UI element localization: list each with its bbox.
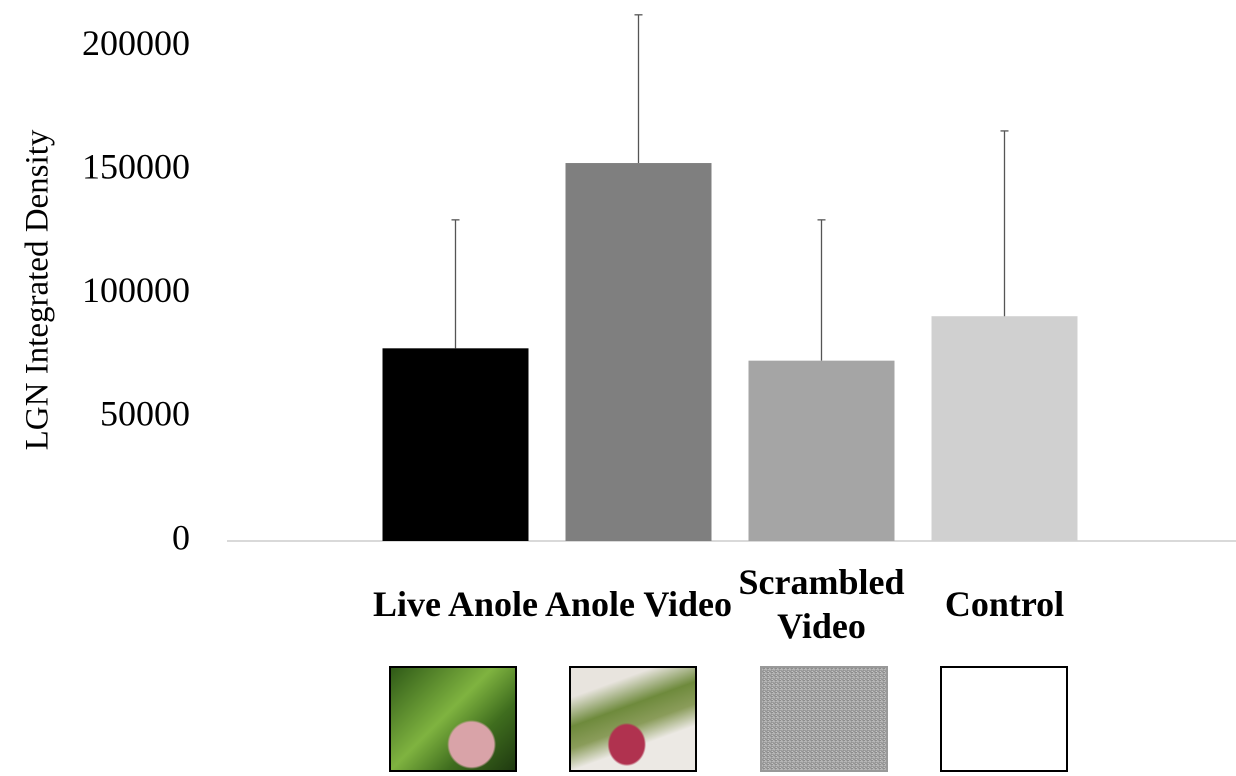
y-axis-label: LGN Integrated Density bbox=[20, 129, 56, 450]
y-tick-label: 50000 bbox=[100, 394, 190, 434]
x-tick-label: Live Anole bbox=[351, 556, 561, 652]
x-tick-label: Scrambled Video bbox=[717, 556, 927, 652]
page: {"chart_data": {"type": "bar", "y_label"… bbox=[0, 0, 1236, 776]
y-tick-label: 200000 bbox=[82, 23, 190, 63]
x-tick-label: Anole Video bbox=[534, 556, 744, 652]
bar bbox=[383, 348, 529, 541]
error-bar bbox=[635, 15, 643, 163]
bar bbox=[932, 316, 1078, 541]
chart: LGN Integrated Density 0 50000 100000 15000… bbox=[0, 0, 1236, 776]
thumbnail-scrambled-video bbox=[760, 666, 888, 772]
y-tick-label: 100000 bbox=[82, 270, 190, 310]
error-bar bbox=[818, 220, 826, 361]
y-tick-label: 0 bbox=[172, 517, 190, 557]
error-bar bbox=[452, 220, 460, 348]
bar bbox=[749, 361, 895, 541]
thumbnail-anole-video bbox=[569, 666, 697, 772]
thumbnail-control bbox=[940, 666, 1068, 772]
thumbnail-live-anole bbox=[389, 666, 517, 772]
y-tick-label: 150000 bbox=[82, 147, 190, 187]
bar bbox=[566, 163, 712, 541]
x-tick-label: Control bbox=[900, 556, 1110, 652]
error-bar bbox=[1001, 131, 1009, 316]
